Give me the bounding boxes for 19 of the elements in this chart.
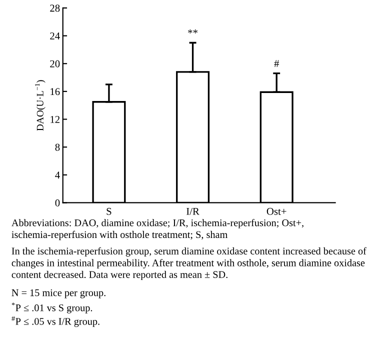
x-tick-label: I/R bbox=[186, 208, 200, 215]
annotation: ** bbox=[188, 30, 198, 34]
x-tick-label: S bbox=[106, 208, 112, 215]
text: $^{#}$P ≤ .05 vs I/R group. bbox=[12, 316, 100, 327]
y-tick-label: 16 bbox=[50, 88, 60, 96]
x-tick-label: Ost+ bbox=[266, 208, 286, 215]
y-tick-label: 0 bbox=[55, 199, 60, 206]
text: Abbreviations: DAO, diamine oxidase; I/R, ischemia-reperfusion; Ost+, ischemia-reperfusion with osthole treatment; S, sham bbox=[12, 219, 304, 240]
text: N = 15 mice per group. bbox=[12, 289, 106, 298]
text: $^{*}$P ≤ .01 vs S group. bbox=[12, 302, 92, 314]
y-tick-label: 12 bbox=[50, 116, 60, 123]
annotation: # bbox=[274, 60, 280, 67]
y-tick-label: 4 bbox=[55, 172, 60, 179]
y-axis-title: DAO(U·L$^{−1}$) bbox=[35, 80, 46, 131]
y-tick-label: 20 bbox=[50, 60, 60, 68]
y-tick-label: 24 bbox=[50, 32, 60, 40]
y-tick-label: 8 bbox=[55, 144, 60, 151]
text: In the ischemia-reperfusion group, serum diamine oxidase content increased because of changes in intestinal permeability. After treatment with osthole, serum diamine oxidase content decreased. Data were reported as mean ± SD. bbox=[12, 247, 366, 280]
y-tick-label: 28 bbox=[50, 4, 60, 12]
